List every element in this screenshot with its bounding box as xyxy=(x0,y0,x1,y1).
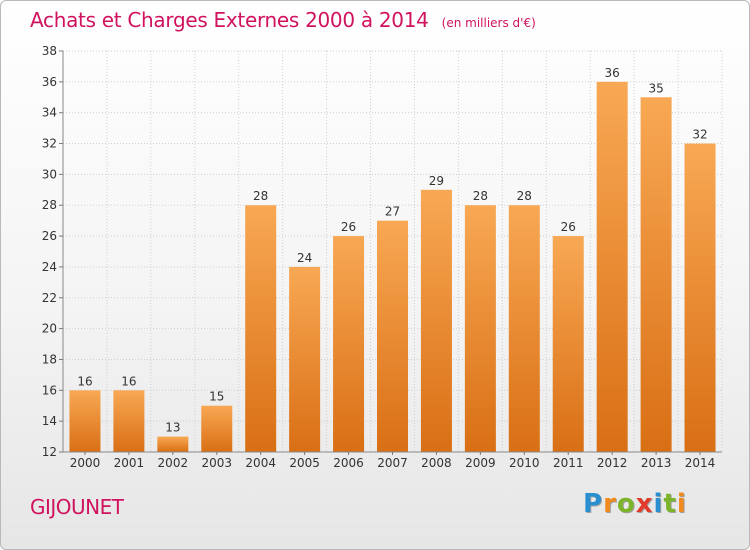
bar xyxy=(684,143,716,453)
y-tick-label: 12 xyxy=(42,445,57,459)
bar xyxy=(596,81,628,452)
bar-value-label: 15 xyxy=(209,390,224,404)
bar-value-label: 13 xyxy=(165,421,180,435)
bar xyxy=(333,236,365,452)
x-tick-label: 2007 xyxy=(377,456,408,470)
bar-value-label: 29 xyxy=(429,174,444,188)
x-tick-label: 2006 xyxy=(333,456,364,470)
axis-layer: 12 14 16 18 20 22 24 26 28 30 32 34 36 38 2000 2001 2002… xyxy=(42,44,722,470)
x-tick-label: 2012 xyxy=(597,456,628,470)
bar-value-label: 28 xyxy=(253,189,268,203)
logo-letter: i xyxy=(653,489,664,519)
logo-letter: i xyxy=(676,489,687,519)
y-tick-label: 18 xyxy=(42,352,57,366)
y-tick-label: 16 xyxy=(42,383,57,397)
y-tick-label: 24 xyxy=(42,260,57,274)
y-tick-label: 34 xyxy=(42,106,57,120)
bar-value-label: 32 xyxy=(692,128,707,142)
logo-letter: P xyxy=(583,489,604,519)
bar-value-label: 35 xyxy=(648,81,663,95)
commune-name: GIJOUNET xyxy=(30,495,124,519)
unit-label: (en milliers d'€) xyxy=(441,16,536,30)
bar xyxy=(245,205,277,452)
x-tick-label: 2011 xyxy=(553,456,584,470)
logo-letter: r xyxy=(603,489,617,519)
bar xyxy=(552,236,584,452)
logo-letter: t xyxy=(663,489,677,519)
title-row: Achats et Charges Externes 2000 à 2014 (… xyxy=(30,8,536,32)
bar xyxy=(113,390,145,452)
x-tick-label: 2000 xyxy=(70,456,101,470)
bar-value-label: 24 xyxy=(297,251,312,265)
bar-value-label: 28 xyxy=(517,189,532,203)
x-tick-label: 2009 xyxy=(465,456,496,470)
x-tick-label: 2002 xyxy=(158,456,189,470)
bar-value-label: 26 xyxy=(561,220,576,234)
x-tick-label: 2004 xyxy=(245,456,276,470)
bar-value-label: 27 xyxy=(385,205,400,219)
y-tick-label: 30 xyxy=(42,167,57,181)
chart-title: Achats et Charges Externes 2000 à 2014 xyxy=(30,8,429,32)
bar-value-label: 16 xyxy=(77,374,92,388)
x-tick-label: 2005 xyxy=(289,456,320,470)
bar xyxy=(508,205,540,452)
y-tick-label: 20 xyxy=(42,322,57,336)
logo-letter: o xyxy=(616,489,636,519)
bar xyxy=(69,390,101,452)
x-tick-label: 2014 xyxy=(685,456,716,470)
y-tick-label: 32 xyxy=(42,137,57,151)
x-tick-label: 2010 xyxy=(509,456,540,470)
x-tick-label: 2008 xyxy=(421,456,452,470)
bar-value-label: 26 xyxy=(341,220,356,234)
bar xyxy=(289,266,321,452)
bar xyxy=(377,220,408,452)
bar-value-label: 28 xyxy=(473,189,488,203)
bar-layer: 16 16 13 15 28 24 26 27 29 28 28 26 36 35 32 xyxy=(69,66,716,453)
y-tick-label: 38 xyxy=(42,44,57,58)
y-tick-label: 28 xyxy=(42,198,57,212)
x-tick-label: 2003 xyxy=(201,456,232,470)
y-tick-label: 22 xyxy=(42,291,57,305)
x-tick-label: 2013 xyxy=(641,456,672,470)
x-tick-label: 2001 xyxy=(114,456,145,470)
bar xyxy=(464,205,496,452)
bar-value-label: 36 xyxy=(605,66,620,80)
logo-letter: x xyxy=(635,489,654,519)
y-tick-label: 14 xyxy=(42,414,57,428)
y-tick-label: 36 xyxy=(42,75,57,89)
y-tick-label: 26 xyxy=(42,229,57,243)
bar xyxy=(420,189,452,453)
bar-value-label: 16 xyxy=(121,374,136,388)
bar xyxy=(640,97,672,453)
bar xyxy=(157,436,189,452)
proxiti-logo[interactable]: Proxiti xyxy=(583,489,687,519)
bar xyxy=(201,405,233,452)
